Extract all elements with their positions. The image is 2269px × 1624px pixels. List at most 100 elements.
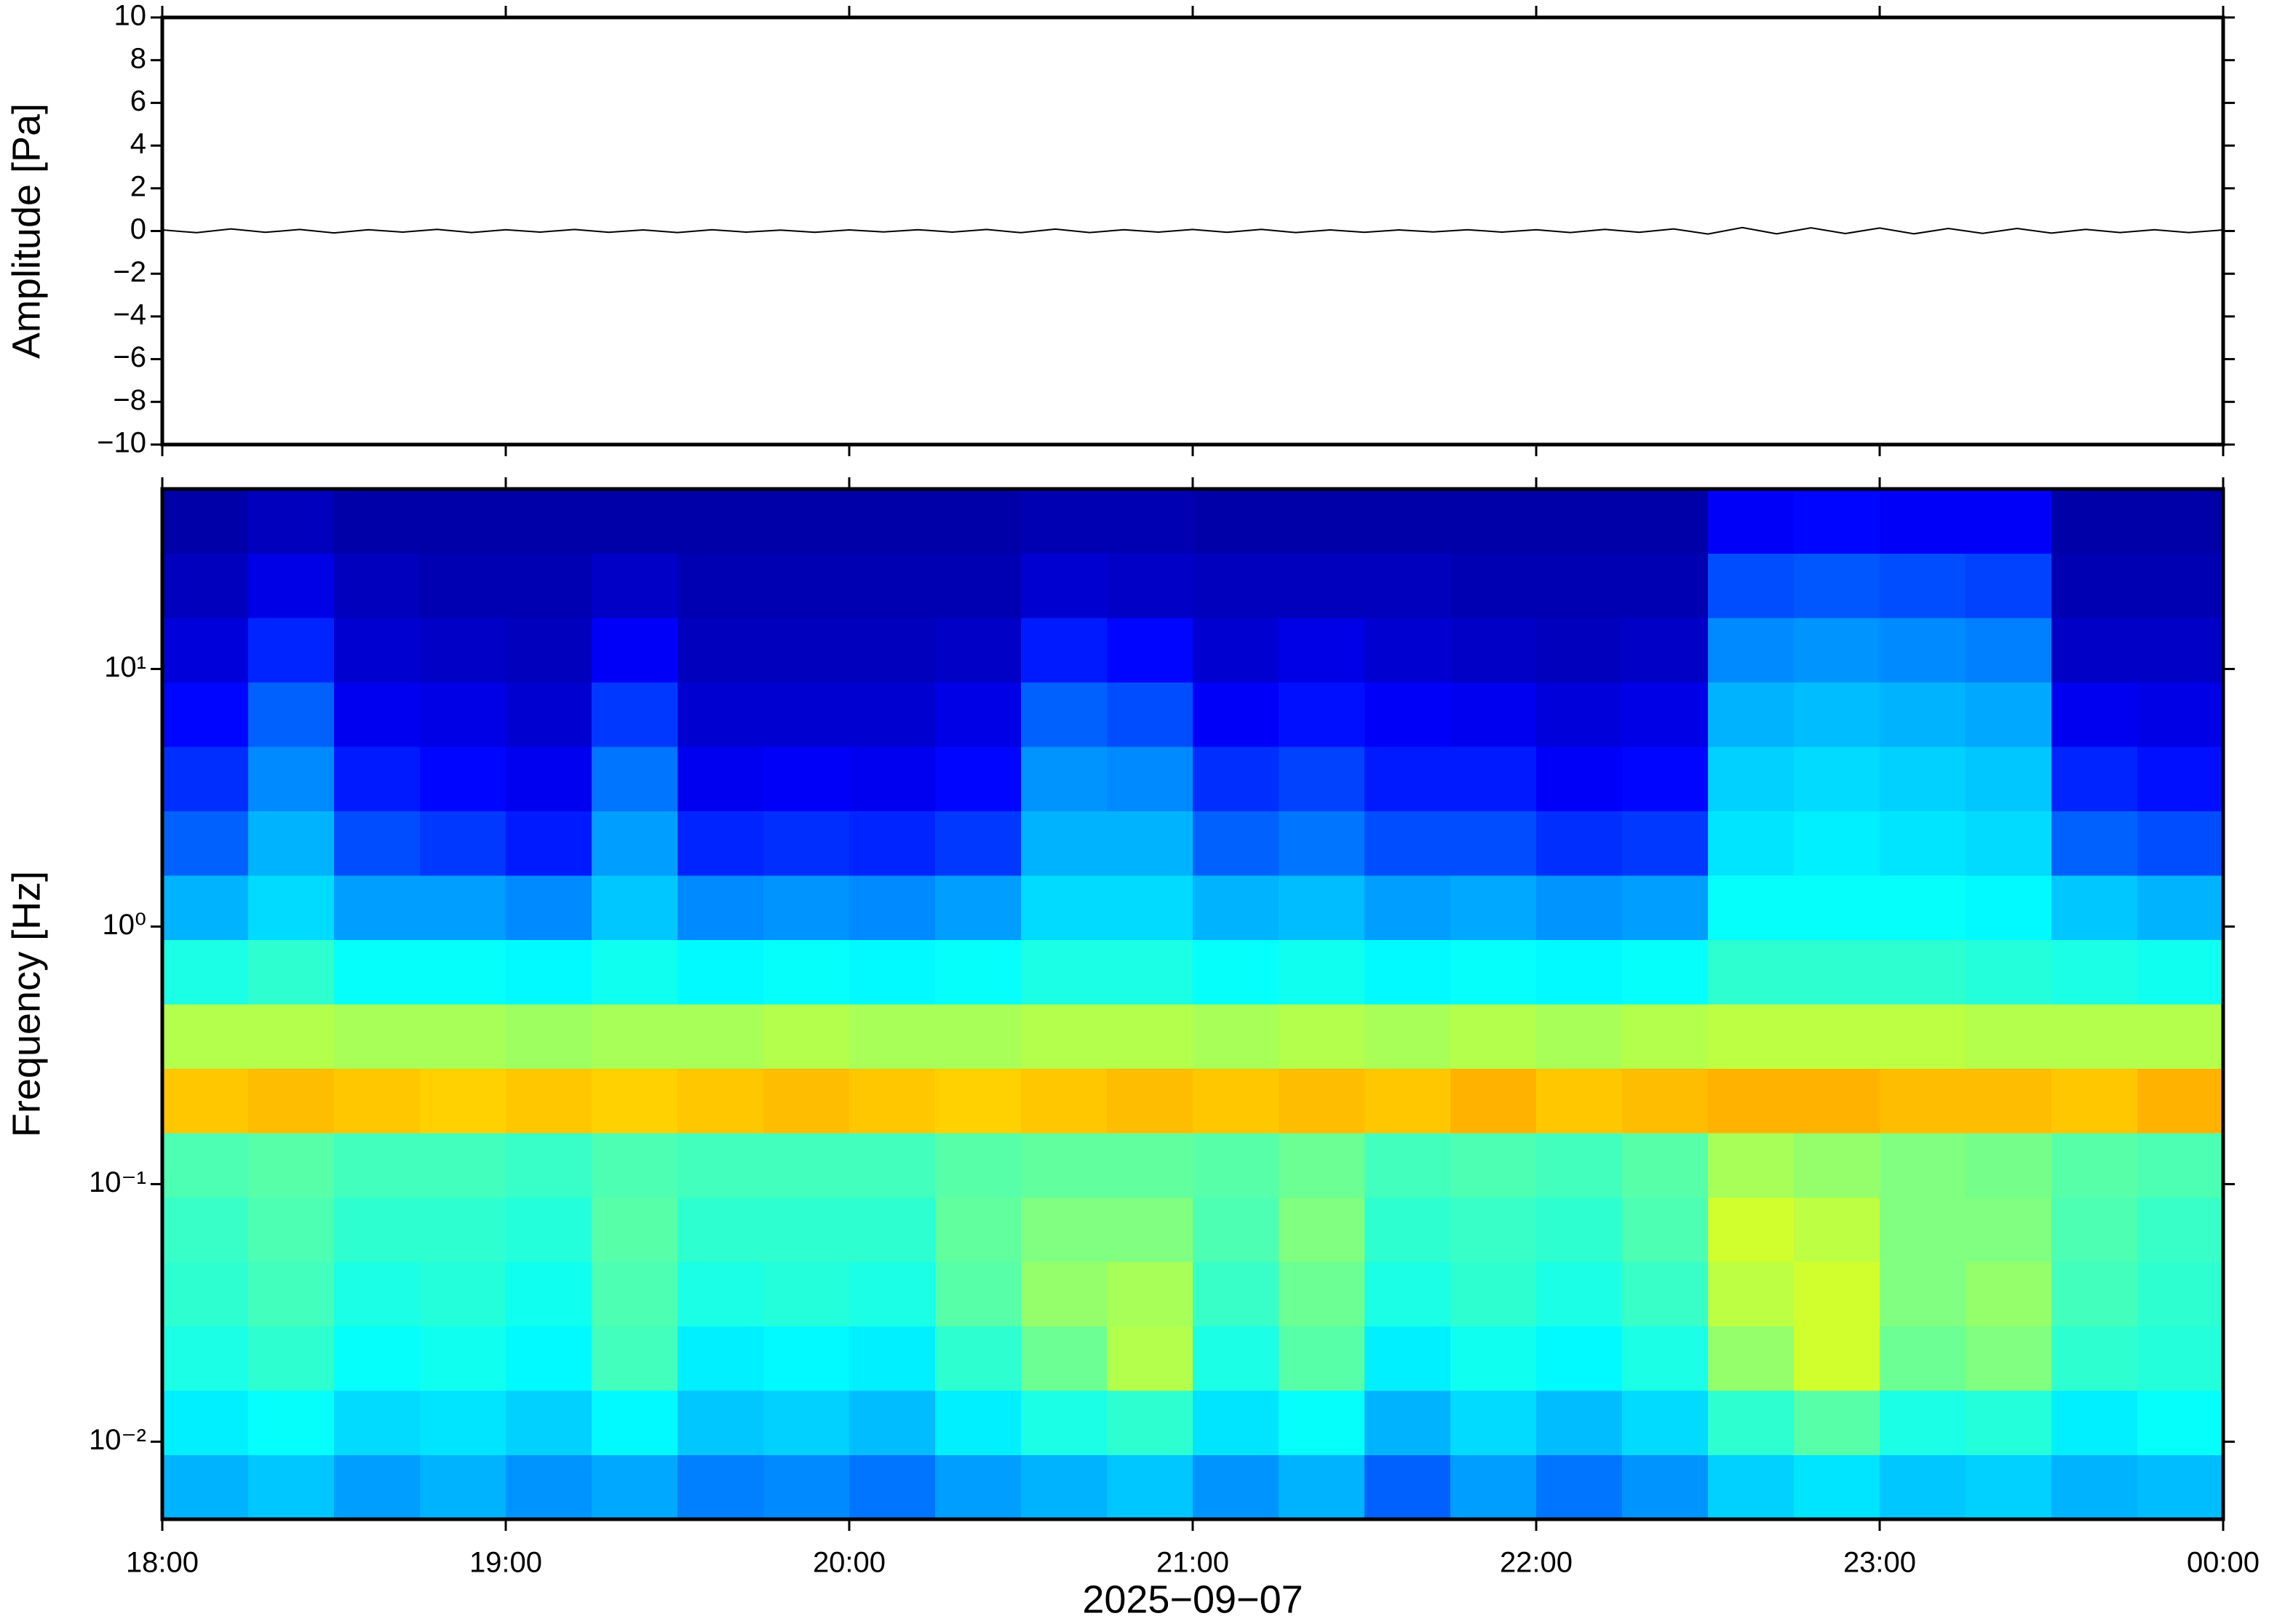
heatmap-cell — [1880, 1068, 1966, 1134]
heatmap-cell — [1708, 811, 1795, 876]
heatmap-cell — [162, 1454, 249, 1520]
heatmap-cell — [248, 875, 335, 941]
heatmap-cell — [334, 682, 421, 747]
heatmap-cell — [2137, 553, 2224, 618]
heatmap-cell — [506, 489, 592, 554]
heatmap-cell — [1794, 1454, 1880, 1520]
heatmap-cell — [1021, 618, 1108, 683]
heatmap-cell — [935, 747, 1022, 812]
heatmap-cell — [935, 1454, 1022, 1520]
x-axis-label: 2025−09−07 — [1082, 1577, 1303, 1621]
y-tick-label: −6 — [113, 341, 146, 373]
heatmap-cell — [1966, 489, 2052, 554]
heatmap-cell — [1364, 682, 1451, 747]
heatmap-cell — [763, 682, 850, 747]
heatmap-cell — [849, 1326, 936, 1391]
heatmap-cell — [1021, 1133, 1108, 1198]
heatmap-cell — [1279, 1133, 1365, 1198]
heatmap-cell — [1966, 1454, 2052, 1520]
heatmap-cell — [506, 1004, 592, 1070]
heatmap-cell — [1107, 1390, 1193, 1455]
heatmap-cell — [420, 875, 506, 941]
heatmap-cell — [248, 811, 335, 876]
heatmap-cell — [935, 1262, 1022, 1327]
heatmap-cell — [1966, 811, 2052, 876]
heatmap-cell — [1107, 682, 1193, 747]
heatmap-cell — [849, 553, 936, 618]
heatmap-cell — [1536, 489, 1623, 554]
heatmap-cell — [506, 553, 592, 618]
heatmap-cell — [1880, 1262, 1966, 1327]
heatmap-cell — [1279, 489, 1365, 554]
x-tick-label: 19:00 — [469, 1547, 542, 1579]
heatmap-cell — [334, 1068, 421, 1134]
heatmap-cell — [1966, 618, 2052, 683]
heatmap-cell — [1279, 1262, 1365, 1327]
heatmap-cell — [420, 1454, 506, 1520]
heatmap-cell — [677, 1454, 764, 1520]
heatmap-cell — [1966, 682, 2052, 747]
heatmap-cell — [420, 553, 506, 618]
y-axis-label: Frequency [Hz] — [4, 871, 48, 1137]
heatmap-cell — [506, 1133, 592, 1198]
heatmap-cell — [677, 1326, 764, 1391]
heatmap-cell — [2051, 1454, 2138, 1520]
y-tick-label: 10⁻² — [89, 1424, 146, 1456]
heatmap-cell — [1107, 875, 1193, 941]
heatmap-cell — [334, 1197, 421, 1262]
heatmap-cell — [1364, 747, 1451, 812]
heatmap-cell — [1708, 489, 1795, 554]
x-tick-label: 18:00 — [126, 1547, 199, 1579]
heatmap-cell — [334, 811, 421, 876]
heatmap-cell — [1794, 1004, 1880, 1070]
heatmap-cell — [506, 1326, 592, 1391]
heatmap-cell — [2137, 682, 2224, 747]
heatmap-cell — [248, 747, 335, 812]
heatmap-cell — [1880, 553, 1966, 618]
heatmap-cell — [849, 1197, 936, 1262]
heatmap-cell — [677, 682, 764, 747]
y-tick-label: 8 — [130, 42, 146, 74]
heatmap-cell — [1450, 1390, 1537, 1455]
heatmap-cell — [2137, 1326, 2224, 1391]
y-axis-label: Amplitude [Pa] — [4, 103, 48, 359]
heatmap-cell — [592, 618, 678, 683]
heatmap-cell — [592, 553, 678, 618]
heatmap-cell — [1107, 1326, 1193, 1391]
heatmap-cell — [2137, 1004, 2224, 1070]
heatmap-cell — [248, 489, 335, 554]
heatmap-cell — [1193, 1326, 1279, 1391]
y-tick-label: −4 — [113, 298, 146, 330]
heatmap-cell — [1021, 875, 1108, 941]
heatmap-cell — [1880, 618, 1966, 683]
heatmap-cell — [506, 1454, 592, 1520]
heatmap-cell — [420, 747, 506, 812]
heatmap-cell — [506, 682, 592, 747]
heatmap-cell — [334, 875, 421, 941]
heatmap-cell — [2137, 1454, 2224, 1520]
heatmap-cell — [1364, 1454, 1451, 1520]
heatmap-cell — [1622, 489, 1709, 554]
heatmap-cell — [1708, 939, 1795, 1005]
heatmap-cell — [1279, 1068, 1365, 1134]
y-tick-label: 2 — [130, 170, 146, 202]
heatmap-cell — [506, 875, 592, 941]
heatmap-cell — [2137, 1133, 2224, 1198]
heatmap-cell — [1279, 682, 1365, 747]
heatmap-cell — [1279, 1326, 1365, 1391]
heatmap-cell — [1193, 1068, 1279, 1134]
heatmap-cell — [420, 1197, 506, 1262]
heatmap-cell — [592, 1197, 678, 1262]
y-tick-label: −10 — [97, 427, 146, 459]
heatmap-cell — [1107, 489, 1193, 554]
heatmap-cell — [506, 1068, 592, 1134]
heatmap-cell — [1450, 939, 1537, 1005]
heatmap-cell — [935, 1197, 1022, 1262]
heatmap-cell — [592, 1390, 678, 1455]
heatmap-cell — [1880, 1454, 1966, 1520]
heatmap-cell — [420, 1133, 506, 1198]
waveform — [162, 226, 2224, 235]
heatmap-cell — [1364, 1068, 1451, 1134]
heatmap-cell — [2137, 1068, 2224, 1134]
